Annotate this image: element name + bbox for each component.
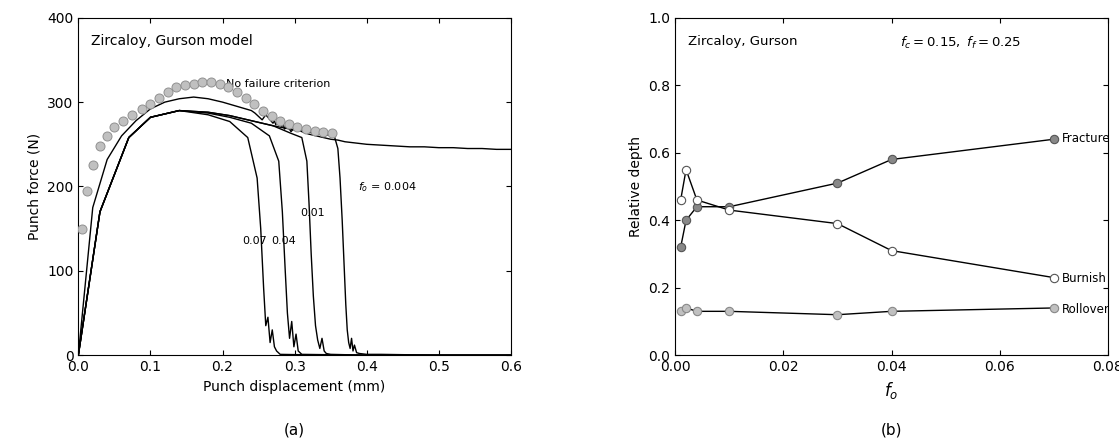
Text: Burnish: Burnish [1062, 272, 1107, 285]
Y-axis label: Relative depth: Relative depth [629, 136, 642, 237]
Text: No failure criterion: No failure criterion [226, 79, 330, 89]
Text: 0.01: 0.01 [300, 208, 325, 218]
Text: Rollover: Rollover [1062, 303, 1110, 316]
Text: 0.04: 0.04 [271, 236, 295, 246]
Text: 0.07: 0.07 [243, 236, 267, 246]
Text: Fracture: Fracture [1062, 132, 1110, 145]
X-axis label: $f_o$: $f_o$ [884, 380, 899, 400]
Text: $f_c = 0.15,\ f_f = 0.25$: $f_c = 0.15,\ f_f = 0.25$ [900, 35, 1022, 51]
Y-axis label: Punch force (N): Punch force (N) [28, 133, 41, 240]
Text: (b): (b) [881, 423, 902, 438]
Text: $f_o$ = 0.004: $f_o$ = 0.004 [358, 181, 416, 194]
Text: Zircaloy, Gurson model: Zircaloy, Gurson model [92, 34, 253, 48]
Text: (a): (a) [284, 423, 305, 438]
Text: Zircaloy, Gurson: Zircaloy, Gurson [688, 35, 798, 48]
X-axis label: Punch displacement (mm): Punch displacement (mm) [204, 380, 386, 394]
